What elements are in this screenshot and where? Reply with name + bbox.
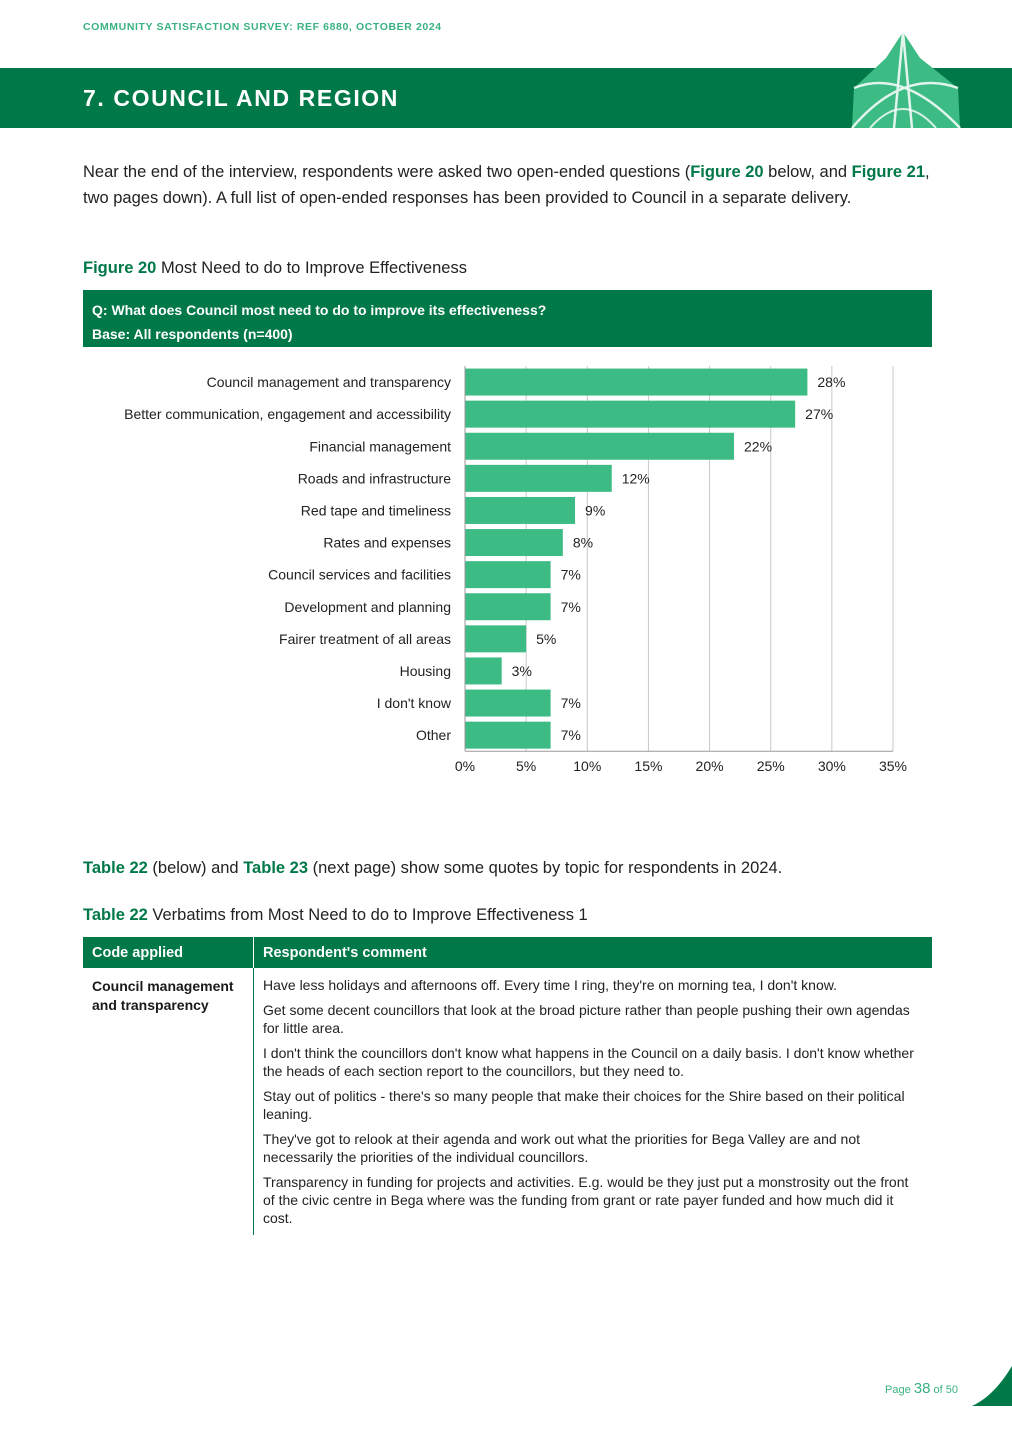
x-tick-label: 30% [818,758,846,774]
bar [465,625,527,653]
bar [465,368,808,396]
bar [465,689,551,717]
value-label: 7% [561,695,581,711]
bar [465,529,563,557]
value-label: 3% [512,663,532,679]
x-tick-label: 10% [573,758,601,774]
value-label: 12% [622,470,650,486]
figure-21-ref: Figure 21 [851,163,926,181]
question-box: Q: What does Council most need to do to … [83,290,932,347]
category-label: Fairer treatment of all areas [279,631,451,647]
x-tick-label: 35% [879,758,907,774]
category-label: Council services and facilities [268,567,451,583]
bar [465,496,576,524]
category-label: Better communication, engagement and acc… [124,406,451,422]
value-label: 9% [585,502,605,518]
category-label: Development and planning [284,599,451,615]
x-tick-label: 0% [455,758,475,774]
council-logo-icon [851,31,961,129]
verbatims-table: Code applied Respondent's comment Counci… [83,937,932,1235]
tables-intro-sentence: Table 22 (below) and Table 23 (next page… [83,859,783,877]
bar [465,464,612,492]
category-label: Council management and transparency [207,374,451,390]
comments-cell: Have less holidays and afternoons off. E… [253,968,932,1235]
table-row: Council management and transparency Have… [83,968,932,1235]
x-tick-label: 20% [696,758,724,774]
question-text: Q: What does Council most need to do to … [92,302,547,318]
category-label: Roads and infrastructure [298,470,452,486]
value-label: 28% [817,374,845,390]
quote-item: Have less holidays and afternoons off. E… [263,977,837,993]
category-label: Rates and expenses [323,535,451,551]
value-label: 7% [561,727,581,743]
page-number: Page 38 of 50 [885,1380,958,1397]
bar [465,593,551,621]
category-label: Housing [400,663,451,679]
value-label: 5% [536,631,556,647]
category-label: Financial management [309,438,451,454]
quote-item: I don't think the councillors don't know… [263,1045,914,1079]
value-label: 27% [805,406,833,422]
running-header: COMMUNITY SATISFACTION SURVEY: REF 6880,… [83,21,442,33]
section-banner [0,68,1012,128]
figure-caption: Figure 20 Most Need to do to Improve Eff… [83,259,467,277]
figure-20-ref: Figure 20 [690,163,764,181]
quote-item: Get some decent councillors that look at… [263,1002,910,1036]
quote-item: They've got to relook at their agenda an… [263,1131,860,1165]
bar-chart: 0% 5% 10% 15% 20% 25% 30% 35% Council management… [124,366,907,774]
quote-item: Transparency in funding for projects and… [263,1174,909,1226]
section-title: 7. COUNCIL AND REGION [83,85,400,111]
category-label: Red tape and timeliness [301,502,451,518]
quote-item: Stay out of politics - there's so many p… [263,1088,905,1122]
column-header-comment: Respondent's comment [253,937,932,968]
value-label: 8% [573,535,593,551]
bar [465,400,796,428]
bar [465,721,551,749]
corner-decoration-icon [972,1366,1012,1406]
code-cell: Council management and transparency [92,978,234,1013]
x-tick-label: 15% [634,758,662,774]
bar [465,432,735,460]
x-tick-label: 25% [757,758,785,774]
value-label: 22% [744,438,772,454]
value-label: 7% [561,599,581,615]
value-label: 7% [561,567,581,583]
category-label: I don't know [377,695,452,711]
table-caption: Table 22 Verbatims from Most Need to do … [83,906,588,924]
bar [465,561,551,589]
base-text: Base: All respondents (n=400) [92,326,293,342]
table-header-row: Code applied Respondent's comment [83,937,932,968]
column-header-code: Code applied [92,945,184,961]
bar [465,657,502,685]
x-tick-label: 5% [516,758,536,774]
category-label: Other [416,727,451,743]
intro-paragraph: Near the end of the interview, responden… [83,163,930,207]
